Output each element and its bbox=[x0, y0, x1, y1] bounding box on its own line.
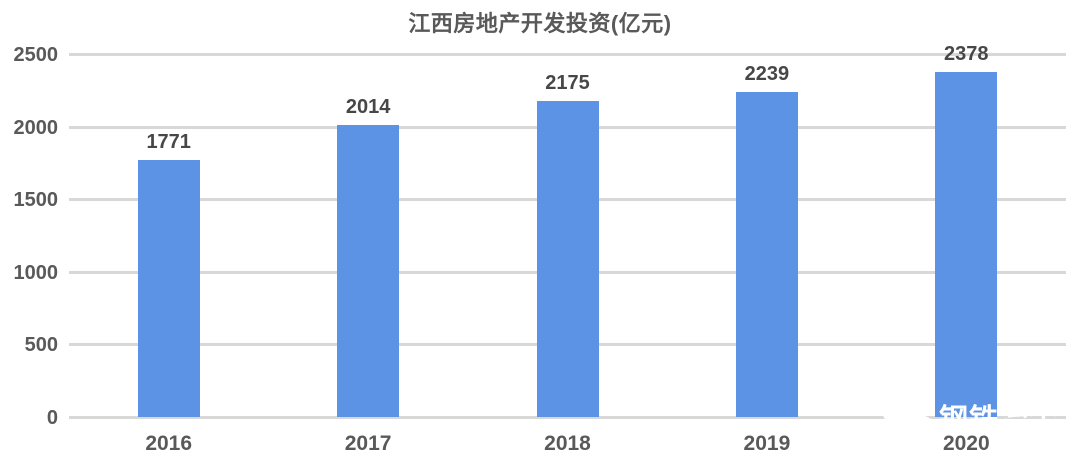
y-axis-label: 0 bbox=[46, 407, 58, 429]
plot-area: 1771 2014 2175 2239 2378 bbox=[69, 43, 1066, 419]
gridline bbox=[69, 53, 1066, 56]
x-axis-label: 2016 bbox=[145, 432, 193, 455]
x-axis-label: 2017 bbox=[344, 432, 392, 455]
y-axis-label: 1500 bbox=[13, 189, 59, 212]
bar-value-label: 2378 bbox=[944, 43, 989, 65]
watermark: 钢铁冶金 bbox=[880, 391, 1059, 443]
x-axis-label: 2020 bbox=[942, 432, 990, 455]
bar bbox=[137, 160, 200, 417]
watermark-text: 钢铁冶金 bbox=[939, 404, 1060, 436]
bar-value-label: 2014 bbox=[345, 96, 391, 118]
bar bbox=[935, 72, 998, 417]
bar bbox=[337, 125, 400, 417]
bar-value-label: 1771 bbox=[146, 131, 191, 153]
bar-value-label: 2175 bbox=[545, 72, 590, 94]
chart-title: 江西房地产开发投资(亿元) bbox=[408, 11, 672, 36]
x-axis-label: 2019 bbox=[743, 432, 791, 455]
bar bbox=[735, 92, 798, 417]
bar-value-label: 2239 bbox=[744, 63, 790, 85]
x-axis-label: 2018 bbox=[544, 432, 591, 455]
y-axis-label: 2000 bbox=[13, 116, 59, 139]
wechat-icon bbox=[882, 393, 935, 441]
y-axis-label: 500 bbox=[24, 334, 58, 357]
y-axis-label: 2500 bbox=[13, 44, 59, 66]
y-axis-label: 1000 bbox=[13, 261, 59, 284]
gridline bbox=[69, 416, 1066, 419]
bar bbox=[536, 101, 599, 417]
